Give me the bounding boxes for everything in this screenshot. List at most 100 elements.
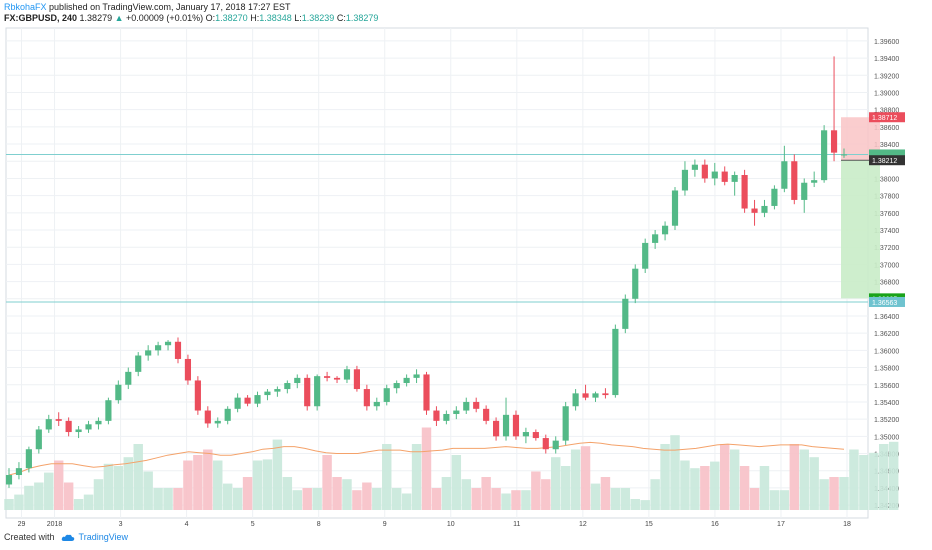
open-value: 1.38270 xyxy=(215,13,248,23)
x-tick-label: 17 xyxy=(777,521,785,528)
candle-body xyxy=(542,438,549,450)
volume-bar xyxy=(153,488,163,510)
symbol-line: FX:GBPUSD, 240 1.38279 ▲ +0.00009 (+0.01… xyxy=(4,13,378,24)
candle-body xyxy=(582,393,589,398)
candle-body xyxy=(35,429,42,450)
candle-body xyxy=(284,383,291,390)
volume-bar xyxy=(491,488,501,510)
volume-bar xyxy=(44,472,54,510)
candle-body xyxy=(254,395,261,404)
x-tick-label: 8 xyxy=(317,521,321,528)
volume-bar xyxy=(839,477,849,510)
candle-body xyxy=(5,475,13,485)
candle-body xyxy=(652,234,659,243)
candle-body xyxy=(155,345,162,351)
volume-bar xyxy=(779,490,790,510)
y-tick-label: 1.37400 xyxy=(874,228,899,235)
volume-bar xyxy=(610,488,621,510)
candle-body xyxy=(463,401,470,411)
candle-body xyxy=(125,371,132,385)
volume-bar xyxy=(521,490,531,510)
volume-bar xyxy=(63,482,74,510)
candle-body xyxy=(353,369,360,390)
candle-body xyxy=(274,389,281,392)
volume-bar xyxy=(640,500,650,510)
volume-bar xyxy=(829,477,839,510)
candle-body xyxy=(512,414,520,437)
candle-body xyxy=(383,388,390,402)
volume-bar xyxy=(461,479,471,510)
price-label-text: 1.36563 xyxy=(872,300,897,307)
y-tick-label: 1.37200 xyxy=(874,245,899,252)
chart-header: RbkohaFX published on TradingView.com, J… xyxy=(4,2,378,26)
y-tick-label: 1.36000 xyxy=(874,348,899,355)
volume-bar xyxy=(531,471,541,510)
candle-body xyxy=(602,393,609,396)
candle-body xyxy=(830,130,838,153)
candle-body xyxy=(821,130,828,181)
y-tick-label: 1.35200 xyxy=(874,417,899,424)
author-link[interactable]: RbkohaFX xyxy=(4,2,47,12)
high-value: 1.38348 xyxy=(259,13,292,23)
candle-body xyxy=(642,242,649,269)
y-tick-label: 1.36400 xyxy=(874,314,899,321)
candle-body xyxy=(671,190,679,226)
y-tick-label: 1.39200 xyxy=(874,73,899,80)
volume-bar xyxy=(441,477,452,510)
volume-bar xyxy=(143,471,153,510)
candle-body xyxy=(55,419,62,421)
price-change: +0.00009 (+0.01%) xyxy=(126,13,204,23)
x-tick-label: 4 xyxy=(185,521,189,528)
candle-body xyxy=(204,410,211,424)
volume-bar xyxy=(431,488,442,510)
volume-bar xyxy=(332,477,342,510)
candle-body xyxy=(532,432,539,439)
volume-bar xyxy=(560,466,571,510)
low-label: L: xyxy=(294,13,302,23)
low-value: 1.38239 xyxy=(301,13,335,23)
volume-bar xyxy=(749,488,760,510)
volume-bar xyxy=(123,457,134,510)
y-tick-label: 1.37600 xyxy=(874,211,899,218)
candle-body xyxy=(781,161,788,189)
volume-bar xyxy=(391,488,402,510)
volume-bar xyxy=(650,479,660,510)
x-tick-label: 5 xyxy=(251,521,255,528)
candle-body xyxy=(85,424,92,430)
high-label: H: xyxy=(250,13,260,23)
candle-body xyxy=(711,171,718,179)
candle-body xyxy=(612,328,619,396)
y-tick-label: 1.35800 xyxy=(874,366,899,373)
x-tick-label: 16 xyxy=(711,521,719,528)
volume-bar xyxy=(690,468,700,510)
volume-bar xyxy=(262,459,273,510)
volume-bar xyxy=(551,457,561,510)
candle-body xyxy=(393,383,400,389)
volume-bar xyxy=(34,482,44,510)
tradingview-logo[interactable]: TradingView xyxy=(61,532,128,542)
volume-bar xyxy=(352,490,362,510)
y-tick-label: 1.38400 xyxy=(874,142,899,149)
volume-bar xyxy=(471,488,481,510)
volume-bar xyxy=(511,490,521,510)
volume-bar xyxy=(53,460,64,510)
symbol-label: FX:GBPUSD, 240 xyxy=(4,13,78,23)
volume-bar xyxy=(272,439,283,510)
volume-bar xyxy=(620,488,631,510)
volume-bar xyxy=(222,483,233,510)
y-tick-label: 1.39000 xyxy=(874,90,899,97)
candle-body xyxy=(751,208,758,213)
volume-bar xyxy=(719,444,730,510)
candle-body xyxy=(721,171,728,182)
y-tick-label: 1.38800 xyxy=(874,108,899,115)
volume-bar xyxy=(888,441,899,510)
candle-body xyxy=(473,401,480,409)
volume-bar xyxy=(819,479,829,510)
candle-body xyxy=(343,369,351,380)
publish-line: RbkohaFX published on TradingView.com, J… xyxy=(4,2,378,13)
cloud-icon xyxy=(61,534,74,541)
volume-bar xyxy=(252,460,263,510)
candle-body xyxy=(502,414,510,437)
volume-bar xyxy=(193,455,203,510)
